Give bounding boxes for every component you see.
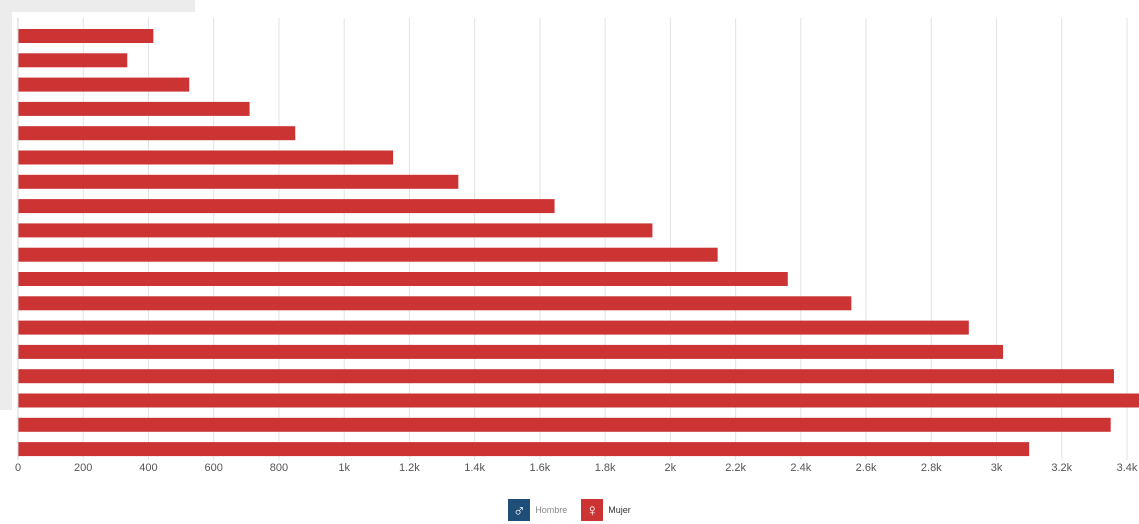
bar[interactable] — [18, 417, 1111, 432]
bar[interactable] — [18, 369, 1114, 384]
bar[interactable] — [18, 199, 555, 214]
x-axis: 0 200 400 600 800 1k 1.2k 1.4k 1.6k 1.8k 2k 2.2k 2.4… — [15, 18, 1138, 474]
bar[interactable] — [18, 247, 718, 262]
bar[interactable] — [18, 272, 788, 286]
x-tick-label: 1.8k — [595, 462, 616, 474]
x-tick-label: 1.4k — [464, 462, 485, 474]
legend-label-mujer: Mujer — [608, 505, 631, 515]
x-tick-label: 0 — [15, 462, 21, 474]
x-tick-label: 1.2k — [399, 462, 420, 474]
bar[interactable] — [18, 442, 1030, 457]
bar[interactable] — [18, 29, 154, 43]
bar[interactable] — [18, 223, 653, 238]
x-tick-label: 3k — [991, 462, 1003, 474]
legend-item-mujer[interactable]: ♀ Mujer — [581, 499, 631, 521]
legend-label-hombre: Hombre — [535, 505, 568, 515]
bar[interactable] — [18, 101, 250, 116]
bar[interactable] — [18, 77, 190, 92]
bar[interactable] — [18, 150, 394, 165]
x-tick-label: 3.4k — [1117, 462, 1138, 474]
bar[interactable] — [18, 174, 459, 189]
bar[interactable] — [18, 296, 852, 311]
bar[interactable] — [18, 53, 128, 68]
x-tick-label: 2.2k — [725, 462, 746, 474]
x-tick-label: 1.6k — [529, 462, 550, 474]
legend-item-hombre[interactable]: ♂ Hombre — [508, 499, 567, 521]
x-tick-label: 200 — [74, 462, 92, 474]
bar[interactable] — [18, 393, 1139, 408]
x-tick-label: 2.6k — [856, 462, 877, 474]
x-tick-label: 800 — [270, 462, 288, 474]
legend: ♂ Hombre ♀ Mujer — [0, 499, 1139, 521]
x-tick-label: 1k — [338, 462, 350, 474]
x-tick-label: 2.8k — [921, 462, 942, 474]
gridlines — [82, 18, 1128, 460]
x-tick-label: 2k — [665, 462, 677, 474]
x-tick-label: 400 — [139, 462, 157, 474]
bar[interactable] — [18, 320, 969, 335]
x-tick-label: 3.2k — [1051, 462, 1072, 474]
x-tick-label: 2.4k — [790, 462, 811, 474]
female-symbol-icon: ♀ — [581, 499, 604, 521]
male-symbol-icon: ♂ — [508, 499, 531, 521]
bar[interactable] — [18, 126, 296, 141]
x-tick-label: 600 — [205, 462, 223, 474]
left-gray-strip — [0, 12, 12, 410]
top-gray-strip — [0, 0, 195, 12]
bar[interactable] — [18, 344, 1004, 359]
bars — [18, 29, 1139, 457]
